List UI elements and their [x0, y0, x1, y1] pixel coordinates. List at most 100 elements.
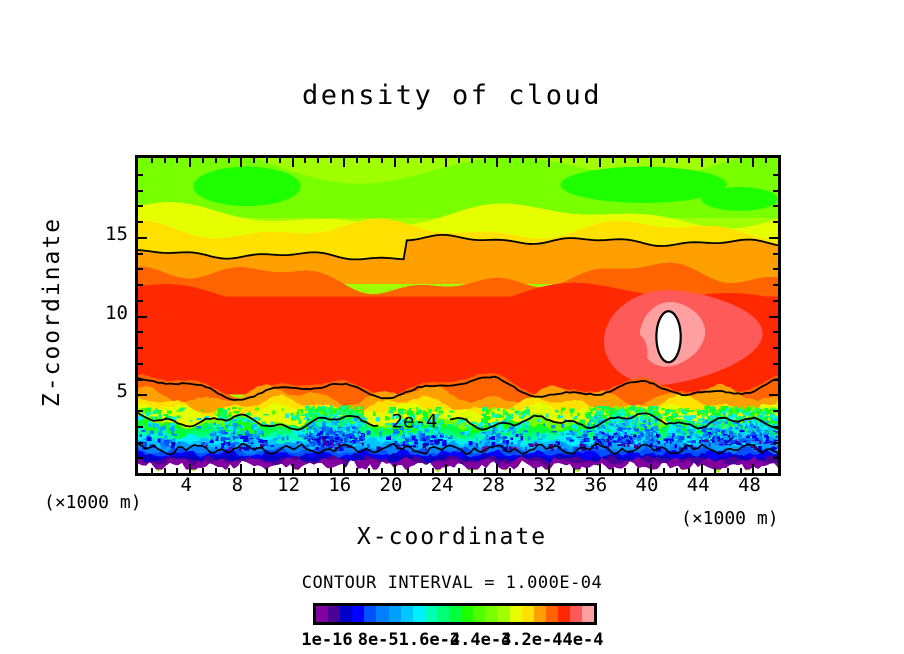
axis-tick: [138, 457, 143, 460]
axis-tick: [150, 158, 153, 163]
axis-tick: [662, 468, 665, 473]
axis-tick: [189, 464, 192, 473]
axis-tick: [773, 425, 778, 428]
axis-tick: [470, 468, 473, 473]
colorbar-tick-label: 4e-4: [562, 630, 604, 650]
axis-tick: [573, 158, 576, 163]
colorbar: [313, 603, 597, 625]
axis-tick: [637, 468, 640, 473]
axis-tick: [138, 173, 143, 176]
axis-tick: [163, 468, 166, 473]
x-tick-label: 20: [379, 474, 403, 496]
axis-tick: [773, 457, 778, 460]
axis-tick: [650, 158, 652, 167]
colorbar-tick-label-group: 1e-16 8e-5 1.6e-4 2.4e-4 3.2e-4 4e-4: [0, 630, 904, 652]
axis-tick: [214, 468, 217, 473]
axis-tick: [773, 299, 778, 302]
x-tick-label: 40: [635, 474, 659, 496]
colorbar-segment: [533, 606, 546, 622]
contour-field: 2e-4: [138, 158, 778, 473]
axis-tick: [769, 394, 778, 397]
axis-tick: [214, 158, 217, 163]
colorbar-segment: [424, 606, 437, 622]
colorbar-segment: [449, 606, 462, 622]
axis-tick: [534, 468, 537, 473]
axis-tick: [773, 441, 778, 444]
colorbar-segment: [316, 606, 329, 622]
axis-tick: [317, 468, 320, 473]
x-tick-label: 44: [686, 474, 710, 496]
axis-tick: [773, 362, 778, 365]
axis-tick: [138, 425, 143, 428]
axis-tick: [330, 468, 332, 473]
colorbar-segment: [569, 606, 583, 622]
x-axis-unit-left: (×1000 m): [44, 492, 142, 513]
axis-tick: [773, 205, 778, 208]
colorbar-tick-label: 3.2e-4: [501, 630, 563, 650]
axis-tick: [176, 468, 179, 473]
axis-tick: [739, 158, 742, 163]
axis-tick: [432, 468, 435, 473]
axis-tick: [138, 189, 143, 192]
axis-tick: [138, 331, 143, 334]
axis-tick: [773, 331, 778, 334]
axis-tick: [330, 158, 332, 163]
axis-tick: [266, 468, 268, 473]
axis-tick: [240, 158, 243, 167]
axis-tick: [624, 468, 627, 473]
x-tick-label: 16: [328, 474, 352, 496]
axis-tick: [773, 268, 778, 271]
axis-tick: [355, 468, 358, 473]
axis-tick: [773, 173, 778, 176]
colorbar-segment: [388, 606, 401, 622]
x-axis-unit-right: (×1000 m): [681, 508, 779, 529]
axis-tick: [138, 378, 143, 381]
axis-tick: [419, 468, 422, 473]
colorbar-tick-label: 1.6e-4: [398, 630, 461, 650]
axis-tick: [547, 158, 550, 167]
axis-tick: [458, 158, 460, 163]
contour-field-svg: [138, 158, 778, 473]
axis-tick: [304, 158, 307, 163]
axis-tick: [150, 468, 153, 473]
colorbar-segment: [582, 606, 595, 622]
axis-tick: [240, 464, 243, 473]
axis-tick: [138, 236, 147, 239]
axis-tick: [637, 158, 640, 163]
axis-tick: [662, 158, 665, 163]
axis-tick: [701, 158, 704, 167]
chart-title: density of cloud: [301, 80, 603, 111]
axis-tick: [278, 158, 281, 163]
x-tick-label: 48: [737, 474, 761, 496]
contour-plot-area: 2e-4: [135, 155, 781, 476]
axis-tick: [773, 284, 778, 286]
axis-tick: [138, 394, 147, 397]
axis-tick: [355, 158, 358, 163]
axis-tick: [611, 468, 614, 473]
axis-tick: [522, 158, 524, 163]
axis-tick: [138, 299, 143, 302]
axis-tick: [253, 468, 256, 473]
axis-tick: [368, 468, 371, 473]
axis-tick: [752, 158, 755, 167]
y-tick-label: 15: [105, 222, 128, 245]
axis-tick: [406, 468, 409, 473]
axis-tick: [458, 468, 460, 473]
axis-tick: [560, 468, 563, 473]
colorbar-segment: [436, 606, 450, 622]
axis-tick: [765, 468, 768, 473]
axis-tick: [773, 252, 778, 255]
axis-tick: [560, 158, 563, 163]
axis-tick: [227, 468, 230, 473]
colorbar-segment: [473, 606, 486, 622]
colorbar-segment: [461, 606, 474, 622]
axis-tick: [769, 236, 778, 239]
axis-tick: [675, 468, 678, 473]
colorbar-segment: [412, 606, 425, 622]
axis-tick: [714, 468, 716, 473]
colorbar-segment: [400, 606, 413, 622]
x-tick-label: 28: [481, 474, 505, 496]
axis-tick: [406, 158, 409, 163]
axis-tick: [138, 347, 143, 349]
axis-tick: [470, 158, 473, 163]
